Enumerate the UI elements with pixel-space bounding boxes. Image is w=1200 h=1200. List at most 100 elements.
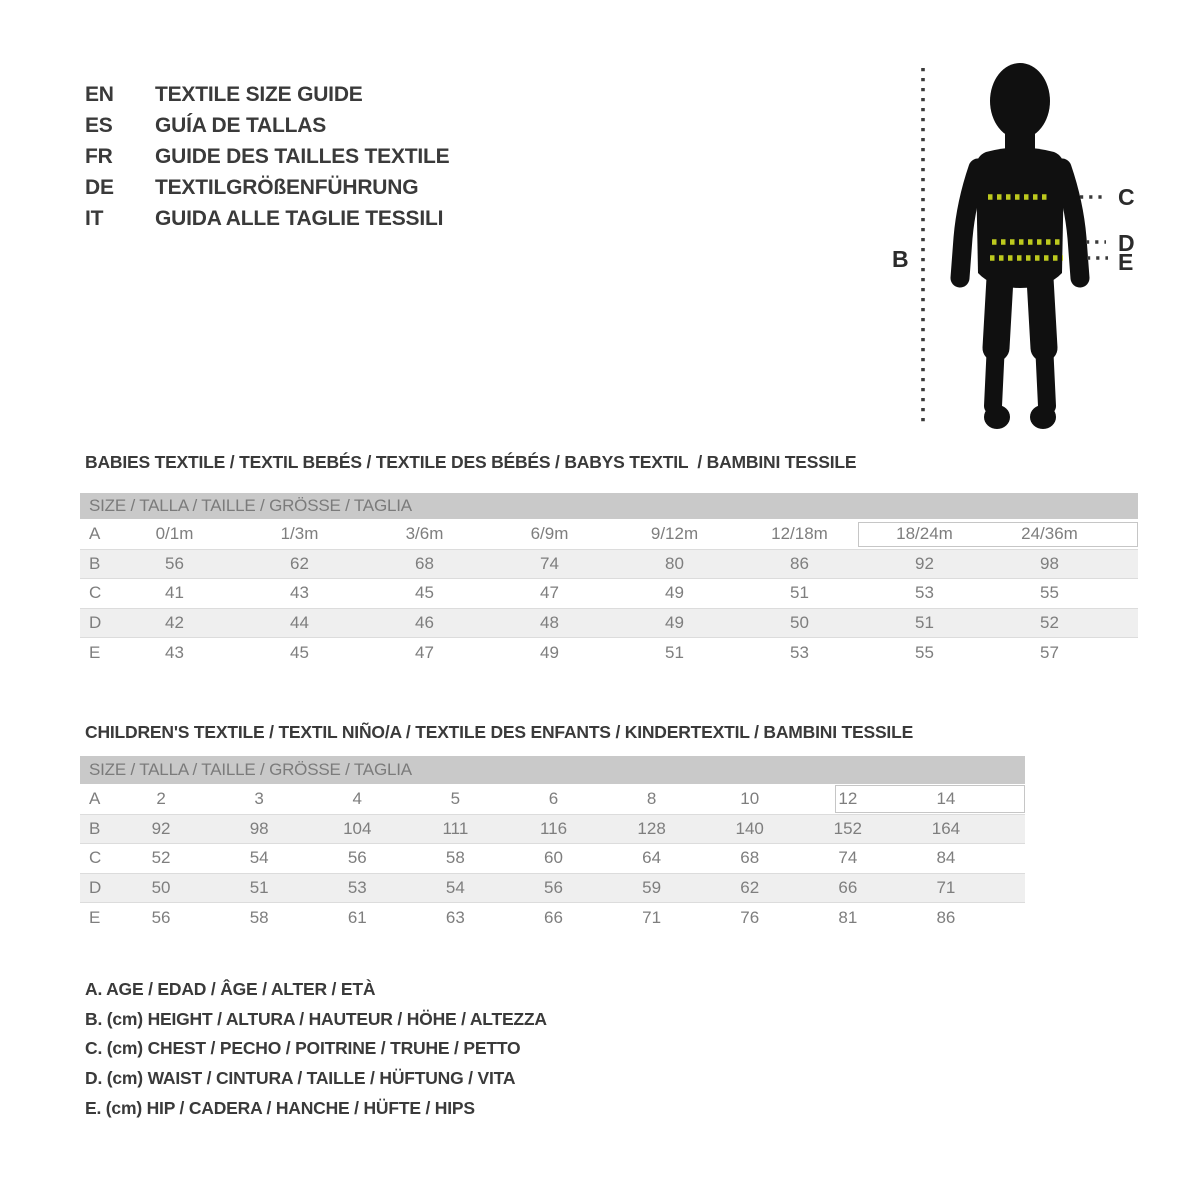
table-cell: 47 [540,583,559,603]
table-cell: 55 [1040,583,1059,603]
table-cell: 49 [665,583,684,603]
language-code-en: EN [85,82,114,106]
babies-row-waist: D 42 44 46 48 49 50 51 52 [80,607,1138,638]
table-cell: 56 [151,907,171,927]
table-cell: 41 [165,583,184,603]
table-cell: 62 [290,553,309,573]
table-cell: 51 [790,583,809,603]
table-cell: 63 [445,907,465,927]
table-cell: 68 [740,848,760,868]
table-cell: 56 [347,848,367,868]
babies-row-hip: E 43 45 47 49 51 53 55 57 [80,637,1138,667]
legend-chest: C. (cm) CHEST / PECHO / POITRINE / TRUHE… [85,1038,521,1059]
figure-label-d: D [1118,230,1135,256]
row-label: B [89,818,101,838]
language-row-it: IT GUIDA ALLE TAGLIE TESSILI [85,203,449,234]
language-code-it: IT [85,206,104,230]
table-cell: 52 [151,848,171,868]
table-cell: 50 [151,878,171,898]
table-cell: 64 [642,848,662,868]
table-cell: 104 [343,818,372,838]
table-cell: 50 [790,613,809,633]
table-cell: 98 [249,818,269,838]
language-row-en: EN TEXTILE SIZE GUIDE [85,79,449,110]
table-cell: 3/6m [405,523,444,543]
child-silhouette-figure: B C D E [892,63,1135,429]
table-cell: 152 [833,818,862,838]
table-cell: 66 [544,907,563,927]
language-row-de: DE TEXTILGRÖßENFÜHRUNG [85,172,449,203]
table-cell: 55 [915,642,934,662]
language-code-de: DE [85,175,114,199]
table-cell: 86 [790,553,809,573]
guide-title-de: TEXTILGRÖßENFÜHRUNG [155,175,419,199]
table-cell: 51 [665,642,684,662]
table-cell: 44 [290,613,309,633]
table-cell: 43 [165,642,184,662]
child-silhouette [950,63,1090,429]
babies-row-age: A 0/1m 1/3m 3/6m 6/9m 9/12m 12/18m 18/24… [80,519,1138,549]
table-cell: 45 [290,642,309,662]
table-cell: 128 [637,818,666,838]
table-cell: 56 [165,553,184,573]
table-cell: 10 [740,788,760,808]
table-cell: 24/36m [1021,523,1078,543]
table-cell: 140 [735,818,764,838]
table-cell: 98 [1040,553,1059,573]
table-cell: 71 [642,907,662,927]
children-section-title: CHILDREN'S TEXTILE / TEXTIL NIÑO/A / TEX… [85,722,914,742]
figure-label-b: B [892,246,909,272]
table-cell: 60 [544,848,563,868]
language-title-list: EN TEXTILE SIZE GUIDE ES GUÍA DE TALLAS … [85,79,450,234]
table-cell: 54 [249,848,269,868]
table-cell: 164 [931,818,961,838]
babies-row-chest: C 41 43 45 47 49 51 53 55 [80,578,1138,608]
table-cell: 71 [936,878,956,898]
babies-section-title: BABIES TEXTILE / TEXTIL BEBÉS / TEXTILE … [85,452,857,472]
babies-size-header-label: SIZE / TALLA / TAILLE / GRÖSSE / TAGLIA [89,496,412,515]
children-size-header-label: SIZE / TALLA / TAILLE / GRÖSSE / TAGLIA [89,760,412,779]
children-size-table: A 2 3 4 5 6 8 10 12 14 B 92 98 104 111 1… [80,784,1025,932]
table-cell: 49 [540,642,559,662]
children-row-chest: C 52 54 56 58 60 64 68 74 84 [80,843,1025,873]
table-cell: 51 [249,878,269,898]
language-code-fr: FR [85,144,113,168]
table-cell: 52 [1040,613,1059,633]
babies-size-header-bar: SIZE / TALLA / TAILLE / GRÖSSE / TAGLIA [80,493,1138,519]
legend-age: A. AGE / EDAD / ÂGE / ALTER / ETÀ [85,979,376,1000]
table-cell: 116 [539,818,568,838]
babies-size-table: A 0/1m 1/3m 3/6m 6/9m 9/12m 12/18m 18/24… [80,519,1138,667]
table-cell: 5 [450,788,461,808]
table-cell: 53 [790,642,809,662]
table-cell: 3 [254,788,264,808]
table-cell: 57 [1040,642,1059,662]
language-row-fr: FR GUIDE DES TAILLES TEXTILE [85,141,450,172]
legend-hip: E. (cm) HIP / CADERA / HANCHE / HÜFTE / … [85,1097,475,1118]
table-cell: 49 [665,613,684,633]
row-label: C [89,583,102,603]
table-cell: 56 [544,878,563,898]
table-cell: 86 [936,907,956,927]
table-cell: 9/12m [650,523,699,543]
table-cell: 43 [290,583,309,603]
table-cell: 6/9m [530,523,569,543]
row-label: D [89,878,102,898]
table-cell: 6 [548,788,559,808]
table-cell: 76 [740,907,760,927]
table-cell: 58 [445,848,465,868]
guide-title-it: GUIDA ALLE TAGLIE TESSILI [155,206,444,230]
table-cell: 2 [156,788,166,808]
children-row-hip: E 56 58 61 63 66 71 76 81 86 [80,902,1025,932]
children-size-header-bar: SIZE / TALLA / TAILLE / GRÖSSE / TAGLIA [80,756,1025,784]
table-cell: 53 [347,878,367,898]
table-cell: 92 [151,818,171,838]
children-row-age: A 2 3 4 5 6 8 10 12 14 [80,784,1025,814]
guide-title-fr: GUIDE DES TAILLES TEXTILE [155,144,450,168]
guide-title-es: GUÍA DE TALLAS [155,113,327,137]
measurement-diagram: B C D E [878,48,1148,448]
table-cell: 74 [540,553,559,573]
table-cell: 74 [838,848,858,868]
language-row-es: ES GUÍA DE TALLAS [85,110,449,141]
table-cell: 47 [415,642,434,662]
